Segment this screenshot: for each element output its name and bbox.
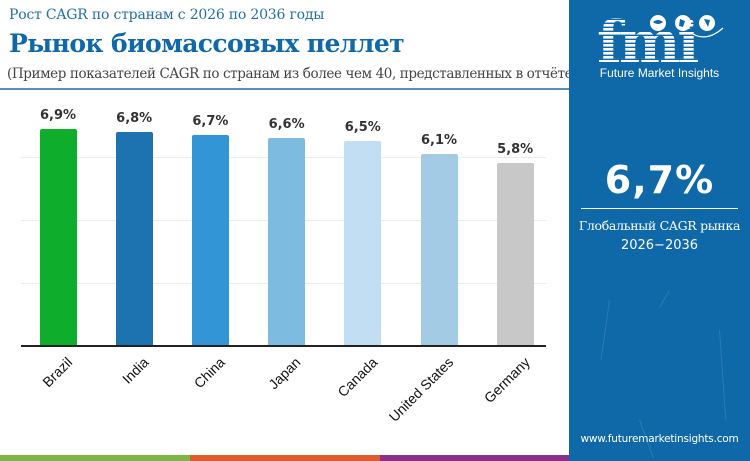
global-cagr-label: Глобальный CAGR рынка <box>578 218 741 233</box>
bar-value-label: 6,6% <box>268 117 305 133</box>
bar-chart: 6,9% Brazil 6,8% India 6,7% China 6,6% Japan 6,5… <box>0 90 569 455</box>
bar-value-label: 6,8% <box>116 110 153 126</box>
bar-canada <box>344 141 382 346</box>
x-axis-label: Canada <box>334 354 381 400</box>
chart-subtitle: Рост CAGR по странам с 2026 по 2036 годы <box>9 7 325 23</box>
x-axis <box>21 345 546 347</box>
bar-united-states <box>420 153 458 346</box>
bar-value-label: 6,5% <box>344 120 381 136</box>
x-axis-label: Brazil <box>39 354 76 391</box>
bar-china <box>191 134 229 346</box>
footer-stripe-purple <box>380 455 569 461</box>
x-axis-label: Germany <box>480 354 533 407</box>
header-divider <box>0 88 569 90</box>
bar-india <box>115 131 153 346</box>
global-cagr-value: 6,7% <box>604 158 715 202</box>
bar-japan <box>268 138 306 346</box>
bar-germany <box>496 163 534 346</box>
x-axis-label: United States <box>385 354 457 425</box>
website-link[interactable]: www.futuremarketinsights.com <box>580 433 739 445</box>
fmi-logo-icon: fmi <box>597 12 724 64</box>
chart-note: (Пример показателей CAGR по странам из б… <box>7 66 578 82</box>
bar-value-label: 6,9% <box>39 107 77 123</box>
global-cagr-years: 2026−2036 <box>620 238 699 253</box>
bar-brazil <box>39 128 77 346</box>
bar-value-label: 6,7% <box>192 113 229 129</box>
x-axis-label: China <box>190 354 228 392</box>
x-axis-label: India <box>118 354 152 387</box>
sidebar-panel: fmi Future Market Insights 6,7% Глобальн… <box>569 0 750 461</box>
chart-title: Рынок биомассовых пеллет <box>9 29 405 58</box>
footer-stripe-green <box>0 455 190 461</box>
footer-stripe-orange <box>190 455 380 461</box>
brand-name: Future Market Insights <box>599 66 720 80</box>
bar-value-label: 5,8% <box>497 142 534 158</box>
bar-value-label: 6,1% <box>420 132 458 148</box>
sidebar-divider <box>581 208 738 209</box>
x-axis-label: Japan <box>265 354 304 393</box>
